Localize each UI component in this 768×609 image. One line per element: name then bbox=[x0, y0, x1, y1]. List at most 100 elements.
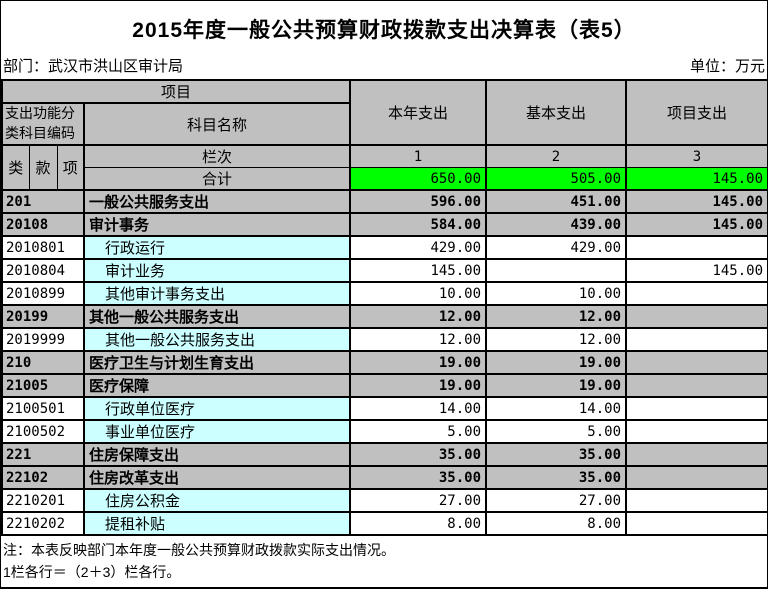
table-row: 201 一般公共服务支出 596.00 451.00 145.00 bbox=[1, 189, 768, 214]
current-year-cell: 596.00 bbox=[349, 189, 488, 214]
table-row: 2210201 住房公积金 27.00 27.00 bbox=[1, 488, 768, 513]
basic-cell: 429.00 bbox=[485, 235, 628, 260]
project-cell bbox=[625, 396, 768, 421]
subject-name-cell: 行政运行 bbox=[82, 235, 352, 260]
total-project-value: 145.00 bbox=[625, 167, 768, 191]
header-class-col: 类 bbox=[1, 144, 30, 191]
subject-name-cell: 审计事务 bbox=[82, 212, 352, 237]
total-label: 合计 bbox=[82, 167, 352, 191]
header-item-col: 项 bbox=[56, 144, 85, 191]
total-row: 合计 650.00 505.00 145.00 bbox=[2, 167, 768, 191]
code-cell: 21005 bbox=[1, 373, 85, 398]
table-row: 21005 医疗保障 19.00 19.00 bbox=[1, 373, 768, 398]
basic-cell: 12.00 bbox=[485, 304, 628, 329]
code-cell: 2019999 bbox=[1, 327, 85, 352]
project-cell bbox=[625, 304, 768, 329]
table-row: 22102 住房改革支出 35.00 35.00 bbox=[1, 465, 768, 490]
meta-row: 部门：武汉市洪山区审计局 单位：万元 bbox=[1, 56, 767, 79]
project-cell: 145.00 bbox=[625, 189, 768, 214]
current-year-cell: 35.00 bbox=[349, 442, 488, 467]
code-cell: 221 bbox=[1, 442, 85, 467]
table-row: 210 医疗卫生与计划生育支出 19.00 19.00 bbox=[1, 350, 768, 375]
table-row: 2100501 行政单位医疗 14.00 14.00 bbox=[1, 396, 768, 421]
header-subject-name: 科目名称 bbox=[82, 102, 352, 146]
header-row-project: 项目 本年支出 基本支出 项目支出 bbox=[0, 79, 768, 146]
project-cell bbox=[625, 465, 768, 490]
header-current-year-col: 本年支出 bbox=[349, 79, 488, 146]
footnotes: 注：本表反映部门本年度一般公共预算财政拨款实际支出情况。 1栏各行＝（2＋3）栏… bbox=[1, 536, 767, 589]
basic-cell: 27.00 bbox=[485, 488, 628, 513]
subject-name-cell: 住房改革支出 bbox=[82, 465, 352, 490]
subject-name-cell: 事业单位医疗 bbox=[82, 419, 352, 444]
subject-name-cell: 行政单位医疗 bbox=[82, 396, 352, 421]
unit-label: 单位：万元 bbox=[689, 58, 765, 75]
table-row: 2100502 事业单位医疗 5.00 5.00 bbox=[1, 419, 768, 444]
subject-name-cell: 其他审计事务支出 bbox=[82, 281, 352, 306]
subject-name-cell: 一般公共服务支出 bbox=[82, 189, 352, 214]
subject-name-cell: 住房公积金 bbox=[82, 488, 352, 513]
note-line-2: 1栏各行＝（2＋3）栏各行。 bbox=[3, 564, 181, 580]
basic-cell: 35.00 bbox=[485, 442, 628, 467]
project-cell: 145.00 bbox=[625, 212, 768, 237]
project-cell: 145.00 bbox=[625, 258, 768, 283]
subject-name-cell: 审计业务 bbox=[82, 258, 352, 283]
current-year-cell: 27.00 bbox=[349, 488, 488, 513]
project-cell bbox=[625, 235, 768, 260]
basic-cell: 8.00 bbox=[485, 511, 628, 536]
current-year-cell: 19.00 bbox=[349, 373, 488, 398]
header-project: 项目 bbox=[0, 79, 352, 104]
code-cell: 2210202 bbox=[1, 511, 85, 536]
current-year-cell: 8.00 bbox=[349, 511, 488, 536]
note-line-1: 注：本表反映部门本年度一般公共预算财政拨款实际支出情况。 bbox=[3, 542, 395, 558]
subject-name-cell: 医疗卫生与计划生育支出 bbox=[82, 350, 352, 375]
header-row-subject: 支出功能分类科目编码 科目名称 bbox=[1, 102, 768, 146]
table-row: 20199 其他一般公共服务支出 12.00 12.00 bbox=[1, 304, 768, 329]
code-cell: 2010804 bbox=[1, 258, 85, 283]
header-section-col: 款 bbox=[28, 144, 58, 191]
project-cell bbox=[625, 281, 768, 306]
basic-cell bbox=[485, 258, 628, 283]
current-year-cell: 429.00 bbox=[349, 235, 488, 260]
code-cell: 2100501 bbox=[1, 396, 85, 421]
subject-name-cell: 其他一般公共服务支出 bbox=[82, 304, 352, 329]
header-col-num-3: 3 bbox=[625, 144, 768, 168]
current-year-cell: 14.00 bbox=[349, 396, 488, 421]
code-cell: 2100502 bbox=[1, 419, 85, 444]
report-sheet: 2015年度一般公共预算财政拨款支出决算表（表5） 部门：武汉市洪山区审计局 单… bbox=[0, 0, 768, 589]
basic-cell: 35.00 bbox=[485, 465, 628, 490]
current-year-cell: 19.00 bbox=[349, 350, 488, 375]
basic-cell: 5.00 bbox=[485, 419, 628, 444]
basic-cell: 19.00 bbox=[485, 373, 628, 398]
code-cell: 2010801 bbox=[1, 235, 85, 260]
table-row: 2210202 提租补贴 8.00 8.00 bbox=[1, 511, 768, 536]
current-year-cell: 584.00 bbox=[349, 212, 488, 237]
header-function-code: 支出功能分类科目编码 bbox=[1, 102, 85, 146]
header-basic-col: 基本支出 bbox=[485, 79, 628, 146]
project-cell bbox=[625, 511, 768, 536]
code-cell: 22102 bbox=[1, 465, 85, 490]
code-cell: 201 bbox=[1, 189, 85, 214]
project-cell bbox=[625, 442, 768, 467]
code-cell: 20108 bbox=[1, 212, 85, 237]
current-year-cell: 12.00 bbox=[349, 304, 488, 329]
table-row: 2010801 行政运行 429.00 429.00 bbox=[1, 235, 768, 260]
table-row: 2010899 其他审计事务支出 10.00 10.00 bbox=[1, 281, 768, 306]
project-cell bbox=[625, 327, 768, 352]
project-cell bbox=[625, 373, 768, 398]
table-row: 20108 审计事务 584.00 439.00 145.00 bbox=[1, 212, 768, 237]
table-row: 2010804 审计业务 145.00 145.00 bbox=[1, 258, 768, 283]
subject-name-cell: 医疗保障 bbox=[82, 373, 352, 398]
header-project-exp-col: 项目支出 bbox=[625, 79, 768, 146]
code-cell: 2210201 bbox=[1, 488, 85, 513]
current-year-cell: 35.00 bbox=[349, 465, 488, 490]
current-year-cell: 145.00 bbox=[349, 258, 488, 283]
header-row-columns: 类 款 项 栏次 1 2 3 bbox=[1, 144, 768, 191]
page-title: 2015年度一般公共预算财政拨款支出决算表（表5） bbox=[132, 18, 636, 42]
total-current-year-value: 650.00 bbox=[349, 167, 488, 191]
budget-table: 项目 本年支出 基本支出 项目支出 支出功能分类科目编码 科目名称 类 款 项 … bbox=[0, 79, 768, 536]
basic-cell: 14.00 bbox=[485, 396, 628, 421]
basic-cell: 451.00 bbox=[485, 189, 628, 214]
basic-cell: 19.00 bbox=[485, 350, 628, 375]
code-cell: 210 bbox=[1, 350, 85, 375]
total-basic-value: 505.00 bbox=[485, 167, 628, 191]
